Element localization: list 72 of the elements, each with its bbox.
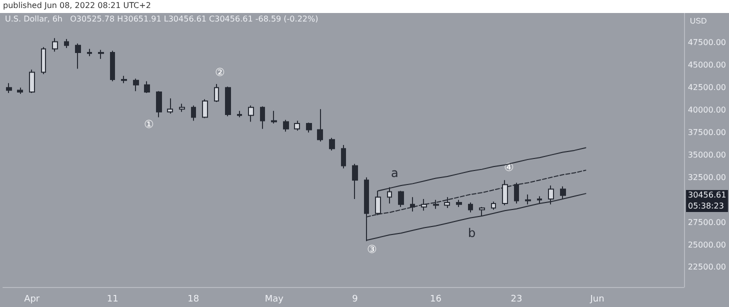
y-tick-label: 22500.00 [688, 262, 726, 272]
candlestick [225, 86, 231, 117]
candlestick [41, 46, 46, 75]
y-axis-title: USD [690, 16, 707, 26]
candlestick [237, 110, 242, 118]
candlestick [179, 103, 185, 112]
y-tick-label: 35000.00 [688, 150, 726, 160]
x-tick-label: 9 [352, 294, 358, 304]
candlestick [444, 196, 450, 208]
candlestick [352, 163, 358, 200]
candlestick [156, 90, 162, 118]
annotation: a [391, 166, 398, 180]
candlestick [87, 48, 92, 57]
x-tick-label: 18 [188, 294, 200, 304]
x-tick-label: 11 [106, 294, 118, 304]
candlestick [537, 196, 542, 204]
y-tick-label: 32500.00 [688, 172, 726, 182]
candlestick [468, 202, 473, 213]
x-tick-label: 23 [510, 294, 522, 304]
y-tick-label: 27500.00 [688, 218, 726, 227]
text: published Jun 08, 2022 08:21 UTC+2 [3, 1, 151, 10]
y-tick-label: 37500.00 [688, 128, 726, 137]
candlestick [271, 110, 277, 124]
candlestick [214, 83, 219, 102]
candlestick [491, 201, 496, 210]
x-tick-label: May [264, 294, 284, 304]
y-tick-label: 40000.00 [688, 106, 726, 115]
candlestick [317, 108, 323, 142]
candlestick [398, 190, 404, 208]
candlestick [52, 38, 58, 52]
candlestick [341, 144, 346, 169]
candlestick [294, 120, 300, 132]
candlestick [98, 49, 104, 60]
candlestick [329, 137, 335, 151]
candlestick [133, 78, 139, 92]
candlestick [17, 87, 23, 94]
candlestick [421, 198, 427, 212]
candlestick [6, 82, 12, 94]
candlestick [433, 199, 439, 210]
candlestick [456, 199, 462, 208]
candlestick [306, 122, 312, 133]
y-tick-label: 25000.00 [688, 240, 726, 250]
candlestick [29, 69, 35, 94]
text: 30456.61 [688, 190, 726, 200]
candlestick [260, 106, 265, 130]
annotation: b [468, 226, 476, 240]
y-tick-label: 45000.00 [688, 60, 726, 70]
x-tick-label: Jun [589, 294, 604, 304]
candlestick [191, 105, 196, 122]
candlestick [502, 180, 508, 206]
candlestick [248, 105, 254, 122]
x-tick-label: 16 [430, 294, 442, 304]
annotation: ② [215, 66, 225, 79]
annotation: ④ [504, 161, 514, 174]
chart-title: U.S. Dollar, 6h O30525.78 H30651.91 L30456.61 C30456.61 -68.59 (-0.22%) [5, 14, 318, 24]
candlestick [144, 80, 150, 94]
candlestick [283, 119, 289, 132]
annotation: ③ [367, 243, 377, 256]
candlestick [202, 98, 208, 119]
text: 05:38:23 [688, 202, 724, 210]
x-tick-label: Apr [24, 294, 40, 304]
candlestick [167, 98, 173, 114]
y-tick-label: 42500.00 [688, 83, 726, 92]
candlestick [121, 75, 127, 84]
y-tick-label: 47500.00 [688, 38, 726, 48]
candlestick [410, 196, 415, 212]
candlestick [75, 43, 81, 70]
candlestick [479, 206, 485, 217]
annotation: ① [144, 118, 154, 131]
candlestick [514, 182, 519, 204]
candlestick [64, 38, 69, 49]
candlestick [110, 50, 115, 82]
